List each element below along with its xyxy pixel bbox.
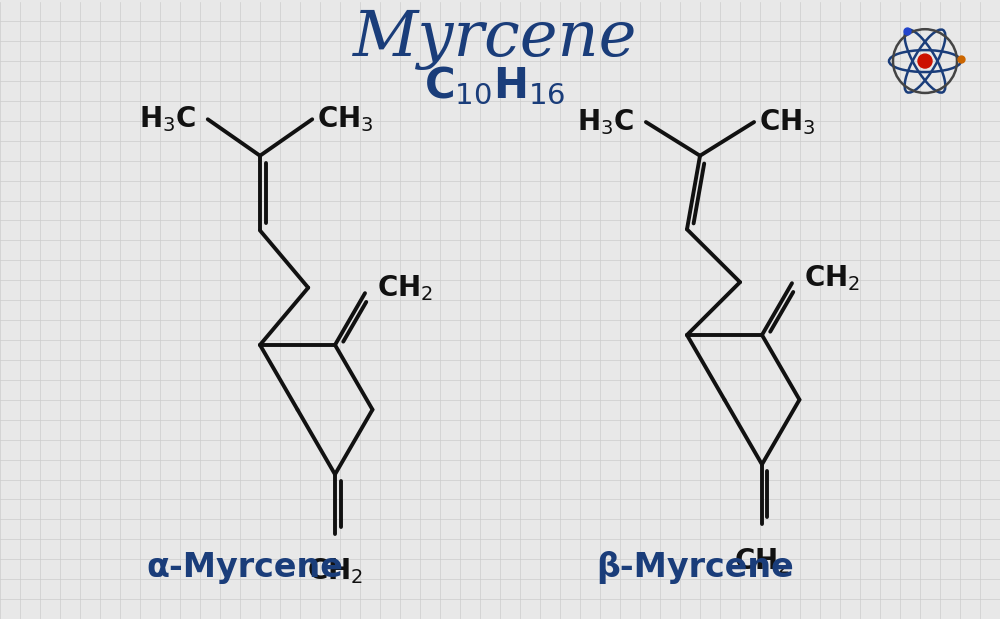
Text: H$_3$C: H$_3$C <box>577 107 634 137</box>
Text: CH$_2$: CH$_2$ <box>307 556 363 586</box>
Text: α-Myrcene: α-Myrcene <box>147 551 343 584</box>
Text: C$_{10}$H$_{16}$: C$_{10}$H$_{16}$ <box>424 65 566 107</box>
Circle shape <box>918 54 932 68</box>
Text: CH$_3$: CH$_3$ <box>317 105 374 134</box>
Text: CH$_2$: CH$_2$ <box>734 546 790 576</box>
Text: CH$_2$: CH$_2$ <box>377 273 433 303</box>
Text: β-Myrcene: β-Myrcene <box>596 551 794 584</box>
Text: H$_3$C: H$_3$C <box>139 105 196 134</box>
Text: Myrcene: Myrcene <box>353 9 637 70</box>
Text: CH$_2$: CH$_2$ <box>804 263 860 293</box>
Text: CH$_3$: CH$_3$ <box>759 107 816 137</box>
